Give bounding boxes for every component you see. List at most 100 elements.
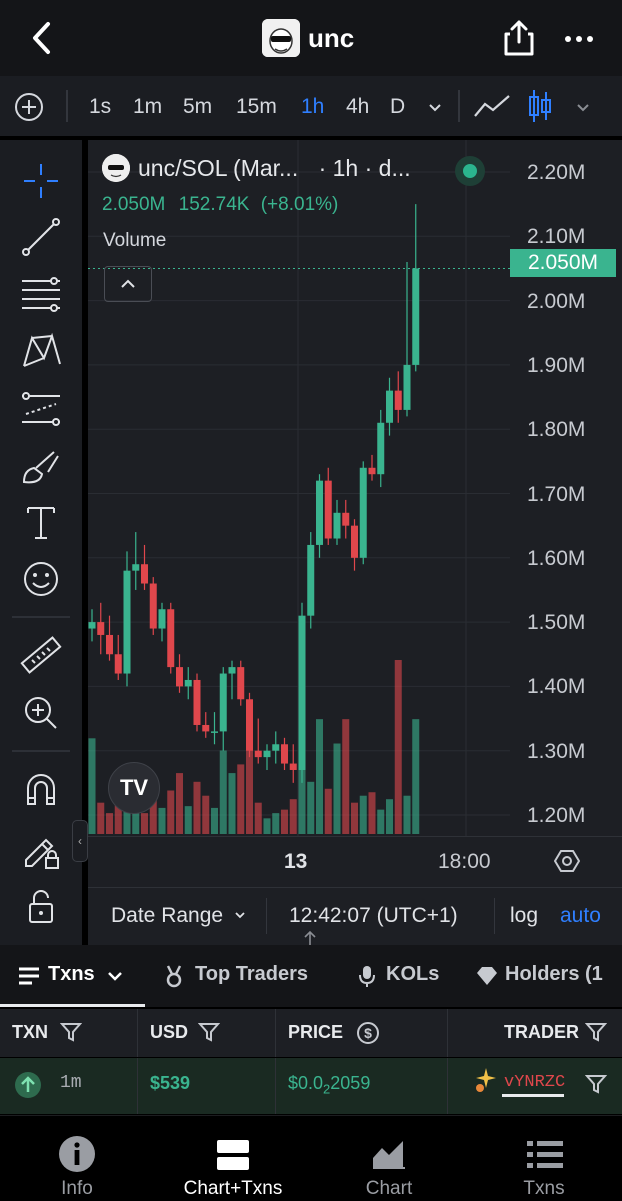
column-divider xyxy=(447,1058,448,1114)
share-icon[interactable] xyxy=(502,18,536,58)
collapse-legend-button[interactable] xyxy=(104,266,152,302)
diamond-icon xyxy=(476,966,498,986)
log-scale-toggle[interactable]: log xyxy=(510,904,539,927)
col-header-price[interactable]: PRICE xyxy=(288,1022,344,1042)
auto-scale-toggle[interactable]: auto xyxy=(560,904,601,927)
candlestick-chart-icon[interactable] xyxy=(526,88,554,124)
forecast-tool-icon[interactable] xyxy=(18,386,64,432)
volume-bar xyxy=(403,795,411,834)
live-status-dot xyxy=(455,156,485,186)
lock-drawing-icon[interactable] xyxy=(18,826,64,872)
timeframe-15m[interactable]: 15m xyxy=(236,95,277,118)
candle-body xyxy=(368,467,376,475)
volume-bar xyxy=(386,799,393,834)
timeframe-1h[interactable]: 1h xyxy=(301,95,325,118)
legend-values: 2.050M 152.74K (+8.01%) xyxy=(102,194,338,216)
line-chart-icon[interactable] xyxy=(472,92,512,122)
candle-body xyxy=(263,750,271,758)
volume-bar xyxy=(149,797,157,834)
timeframe-5m[interactable]: 5m xyxy=(183,95,213,118)
bottom-navigation xyxy=(0,1115,622,1201)
timeframe-4h[interactable]: 4h xyxy=(346,95,370,118)
buy-arrow-icon xyxy=(14,1071,42,1099)
candle-body xyxy=(123,570,131,674)
trend-line-icon[interactable] xyxy=(18,214,64,260)
legend-price: 2.050M xyxy=(102,194,166,215)
fib-retracement-icon[interactable] xyxy=(18,272,64,318)
col-header-txn[interactable]: TXN xyxy=(12,1022,48,1042)
y-tick-label: 1.20M xyxy=(527,804,586,827)
candle-body xyxy=(228,667,236,674)
tab-holders[interactable]: Holders (1 xyxy=(505,963,603,985)
legend-interval: · 1h · d... xyxy=(318,155,411,181)
token-title[interactable]: unc xyxy=(262,18,354,58)
text-tool-icon[interactable] xyxy=(18,500,64,546)
emoji-icon[interactable] xyxy=(18,556,64,602)
drawing-toolbar xyxy=(0,140,82,945)
candle-body xyxy=(254,750,262,758)
tab-txns[interactable]: Txns xyxy=(48,963,95,985)
ruler-icon[interactable] xyxy=(18,632,64,678)
volume-indicator-label[interactable]: Volume xyxy=(103,230,167,251)
timeframe-dropdown-chevron-icon[interactable] xyxy=(426,98,444,116)
candle-body xyxy=(246,699,253,751)
chart-type-chevron-icon[interactable] xyxy=(574,98,592,116)
unlock-icon[interactable] xyxy=(18,884,64,930)
candle-body xyxy=(333,512,341,539)
area-chart-icon[interactable] xyxy=(371,1138,407,1170)
col-header-trader[interactable]: TRADER xyxy=(504,1022,579,1042)
zoom-in-icon[interactable] xyxy=(18,690,64,736)
nav-txns[interactable]: Txns xyxy=(523,1178,565,1199)
txn-tabs xyxy=(0,945,622,1007)
filter-icon[interactable] xyxy=(197,1021,221,1043)
table-row[interactable] xyxy=(0,1058,622,1114)
trader-filter-icon[interactable] xyxy=(584,1073,608,1095)
date-range-button[interactable]: Date Range xyxy=(111,904,247,928)
time-axis[interactable] xyxy=(88,836,622,887)
sparkle-icon xyxy=(472,1066,502,1094)
timeframe-1m[interactable]: 1m xyxy=(133,95,163,118)
timeframe-D[interactable]: D xyxy=(390,95,406,118)
nav-info[interactable]: Info xyxy=(61,1178,93,1199)
volume-bar xyxy=(263,818,271,834)
candle-body xyxy=(141,564,148,584)
add-indicator-icon[interactable] xyxy=(14,92,44,122)
info-icon[interactable] xyxy=(57,1134,97,1174)
tab-txns-chevron-icon[interactable] xyxy=(106,968,124,984)
chart-settings-icon[interactable] xyxy=(553,848,581,874)
tradingview-logo[interactable]: TV xyxy=(108,762,160,814)
col-header-usd[interactable]: USD xyxy=(150,1022,189,1042)
candle-body xyxy=(158,609,166,629)
tab-kols[interactable]: KOLs xyxy=(386,963,440,985)
crosshair-icon[interactable] xyxy=(18,158,64,204)
volume-bar xyxy=(307,781,315,834)
pattern-tool-icon[interactable] xyxy=(18,328,64,374)
y-tick-label: 1.50M xyxy=(527,611,586,635)
tab-top-traders[interactable]: Top Traders xyxy=(195,963,308,985)
nav-chart-txns[interactable]: Chart+Txns xyxy=(183,1178,283,1199)
chart-txns-icon[interactable] xyxy=(216,1138,250,1172)
txns-list-icon[interactable] xyxy=(526,1138,564,1172)
trader-address[interactable]: vYNRZC xyxy=(504,1073,566,1092)
timeframe-1s[interactable]: 1s xyxy=(89,95,112,118)
volume-bar xyxy=(272,813,280,834)
magnet-icon[interactable] xyxy=(18,768,64,814)
microphone-icon xyxy=(358,964,376,988)
filter-icon[interactable] xyxy=(59,1021,83,1043)
candle-body xyxy=(386,390,393,423)
nav-chart[interactable]: Chart xyxy=(365,1178,413,1199)
y-tick-label: 2.10M xyxy=(527,225,586,249)
more-options-icon[interactable] xyxy=(562,24,596,54)
volume-bar xyxy=(246,738,253,834)
volume-bar xyxy=(342,719,350,834)
token-avatar xyxy=(262,19,300,57)
y-tick-label: 1.90M xyxy=(527,353,586,377)
filter-icon[interactable] xyxy=(584,1021,608,1043)
y-tick-label: 1.40M xyxy=(527,675,586,699)
brush-icon[interactable] xyxy=(18,444,64,490)
back-icon[interactable] xyxy=(26,18,62,58)
table-header xyxy=(0,1009,622,1057)
utc-clock[interactable]: 12:42:07 (UTC+1) xyxy=(289,904,458,927)
currency-toggle-icon[interactable]: $ xyxy=(356,1021,380,1045)
toolbar-collapse-handle[interactable]: ‹ xyxy=(72,820,88,862)
